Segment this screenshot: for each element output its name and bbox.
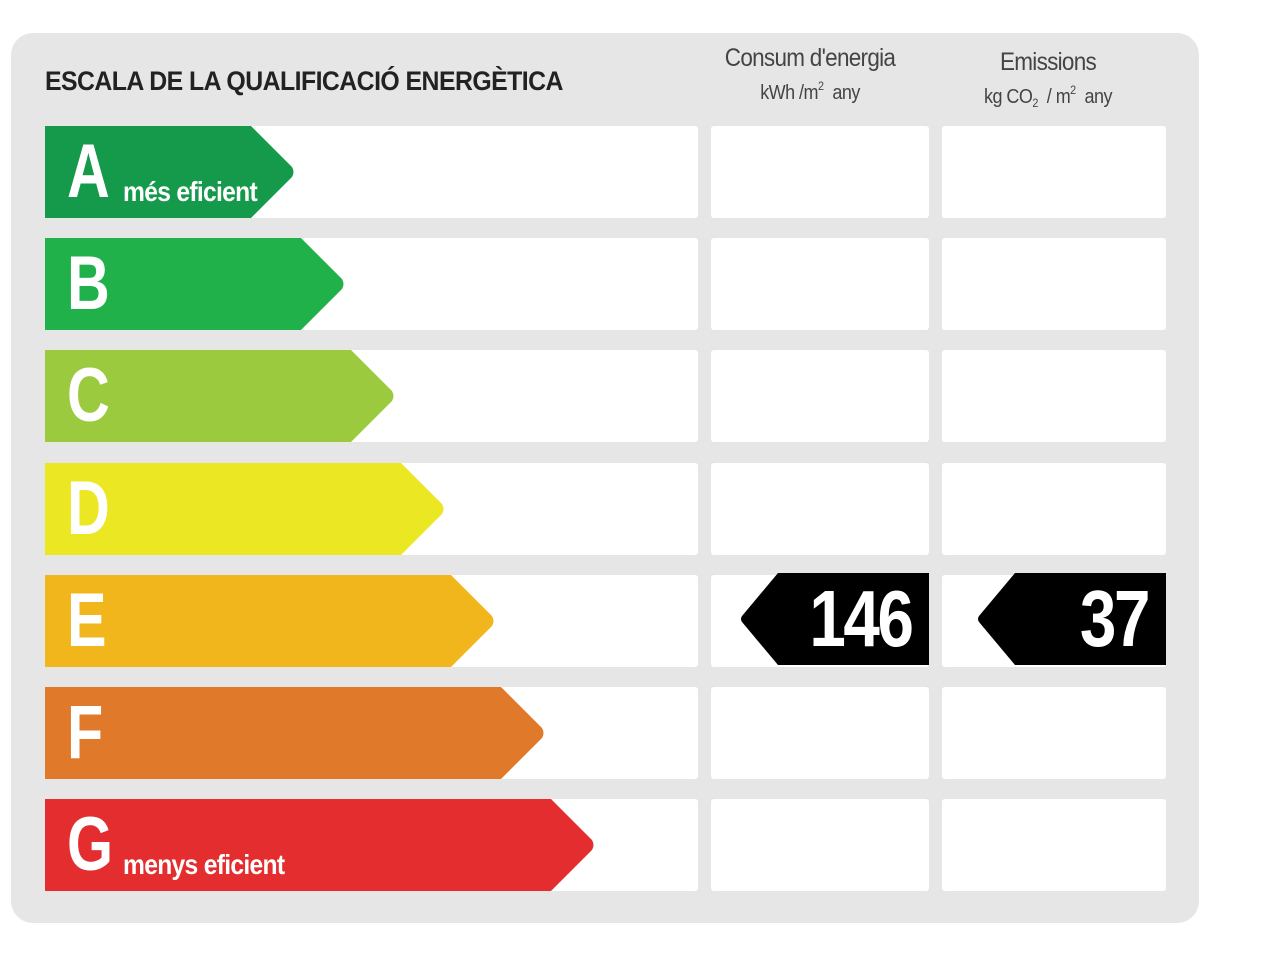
rating-letter-b: B xyxy=(67,241,110,326)
rating-letter-a: A xyxy=(67,129,110,214)
emissions-column-header: Emissions kg CO2 / m2 any xyxy=(940,48,1156,110)
rating-arrow-f xyxy=(45,687,544,779)
rating-arrow-shape-c xyxy=(45,350,394,442)
emissions-cell-c xyxy=(942,350,1166,442)
emissions-cell-b xyxy=(942,238,1166,330)
rating-sublabel-g: menys eficient xyxy=(123,849,285,880)
rating-arrow-b xyxy=(45,238,344,330)
energy-cell-b xyxy=(711,238,929,330)
rating-arrow-e xyxy=(45,575,494,667)
rating-arrow-a xyxy=(45,126,294,218)
emissions-cell-g xyxy=(942,799,1166,891)
label-title: ESCALA DE LA QUALIFICACIÓ ENERGÈTICA xyxy=(45,66,563,96)
energy-column-header: Consum d'energia kWh /m2 any xyxy=(705,44,915,105)
rating-bar-f: F xyxy=(45,687,545,779)
rating-sublabel-a: més eficient xyxy=(123,176,258,207)
rating-arrow-g xyxy=(45,799,594,891)
energy-cell-f xyxy=(711,687,929,779)
emissions-column-unit: kg CO2 / m2 any xyxy=(984,83,1112,110)
rating-letter-d: D xyxy=(67,466,110,551)
rating-arrow-shape-a xyxy=(45,126,294,218)
emissions-value-marker-shape xyxy=(978,573,1166,665)
rating-arrow-c xyxy=(45,350,394,442)
energy-value-marker-value: 146 xyxy=(808,574,914,663)
energy-column-title: Consum d'energia xyxy=(724,44,896,72)
rating-arrow-shape-d xyxy=(45,463,444,555)
emissions-value-marker: 37 xyxy=(977,573,1166,665)
emissions-cell-a xyxy=(942,126,1166,218)
rating-letter-g: G xyxy=(67,802,114,887)
rating-bar-d: D xyxy=(45,463,445,555)
energy-cell-d xyxy=(711,463,929,555)
rating-letter-c: C xyxy=(67,353,110,438)
energy-cell-c xyxy=(711,350,929,442)
rating-bar-e: E xyxy=(45,575,495,667)
rating-arrow-shape-g xyxy=(45,799,594,891)
energy-value-marker-arrow xyxy=(741,573,929,665)
energy-cell-g xyxy=(711,799,929,891)
energy-value-marker: 146 xyxy=(740,573,929,665)
rating-arrow-shape-f xyxy=(45,687,544,779)
rating-bar-b: B xyxy=(45,238,345,330)
emissions-column-title: Emissions xyxy=(999,48,1097,76)
energy-value-marker-shape xyxy=(741,573,929,665)
rating-letter-e: E xyxy=(67,578,107,663)
emissions-cell-f xyxy=(942,687,1166,779)
rating-arrow-d xyxy=(45,463,444,555)
emissions-value-marker-value: 37 xyxy=(1079,574,1151,663)
energy-cell-a xyxy=(711,126,929,218)
energy-column-unit: kWh /m2 any xyxy=(760,79,860,104)
rating-bar-c: C xyxy=(45,350,395,442)
rating-arrow-shape-e xyxy=(45,575,494,667)
emissions-value-marker-arrow xyxy=(978,573,1166,665)
rating-letter-f: F xyxy=(67,690,104,775)
emissions-cell-d xyxy=(942,463,1166,555)
rating-arrow-shape-b xyxy=(45,238,344,330)
